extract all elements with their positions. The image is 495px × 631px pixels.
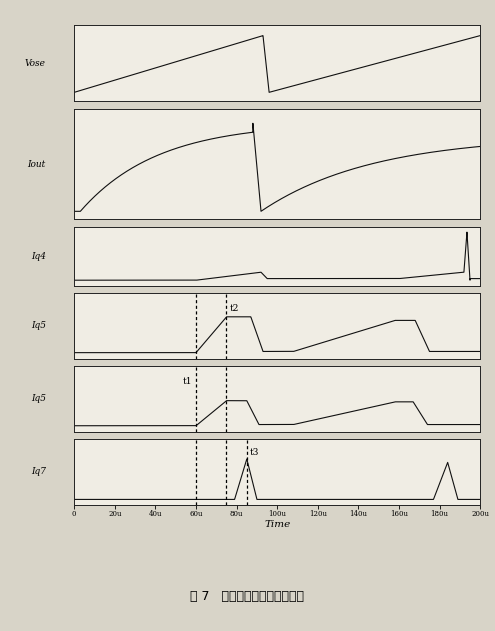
Y-axis label: Iq4: Iq4 <box>31 252 46 261</box>
X-axis label: Time: Time <box>264 520 291 529</box>
Text: 图 7   斜坡补偿电路的仿真波形: 图 7 斜坡补偿电路的仿真波形 <box>191 590 304 603</box>
Text: t3: t3 <box>250 448 259 457</box>
Text: t2: t2 <box>230 304 239 312</box>
Y-axis label: Iout: Iout <box>28 160 46 168</box>
Y-axis label: Vose: Vose <box>25 59 46 68</box>
Y-axis label: Iq7: Iq7 <box>31 468 46 476</box>
Y-axis label: Iq5: Iq5 <box>31 321 46 330</box>
Text: t1: t1 <box>183 377 192 386</box>
Y-axis label: Iq5: Iq5 <box>31 394 46 403</box>
